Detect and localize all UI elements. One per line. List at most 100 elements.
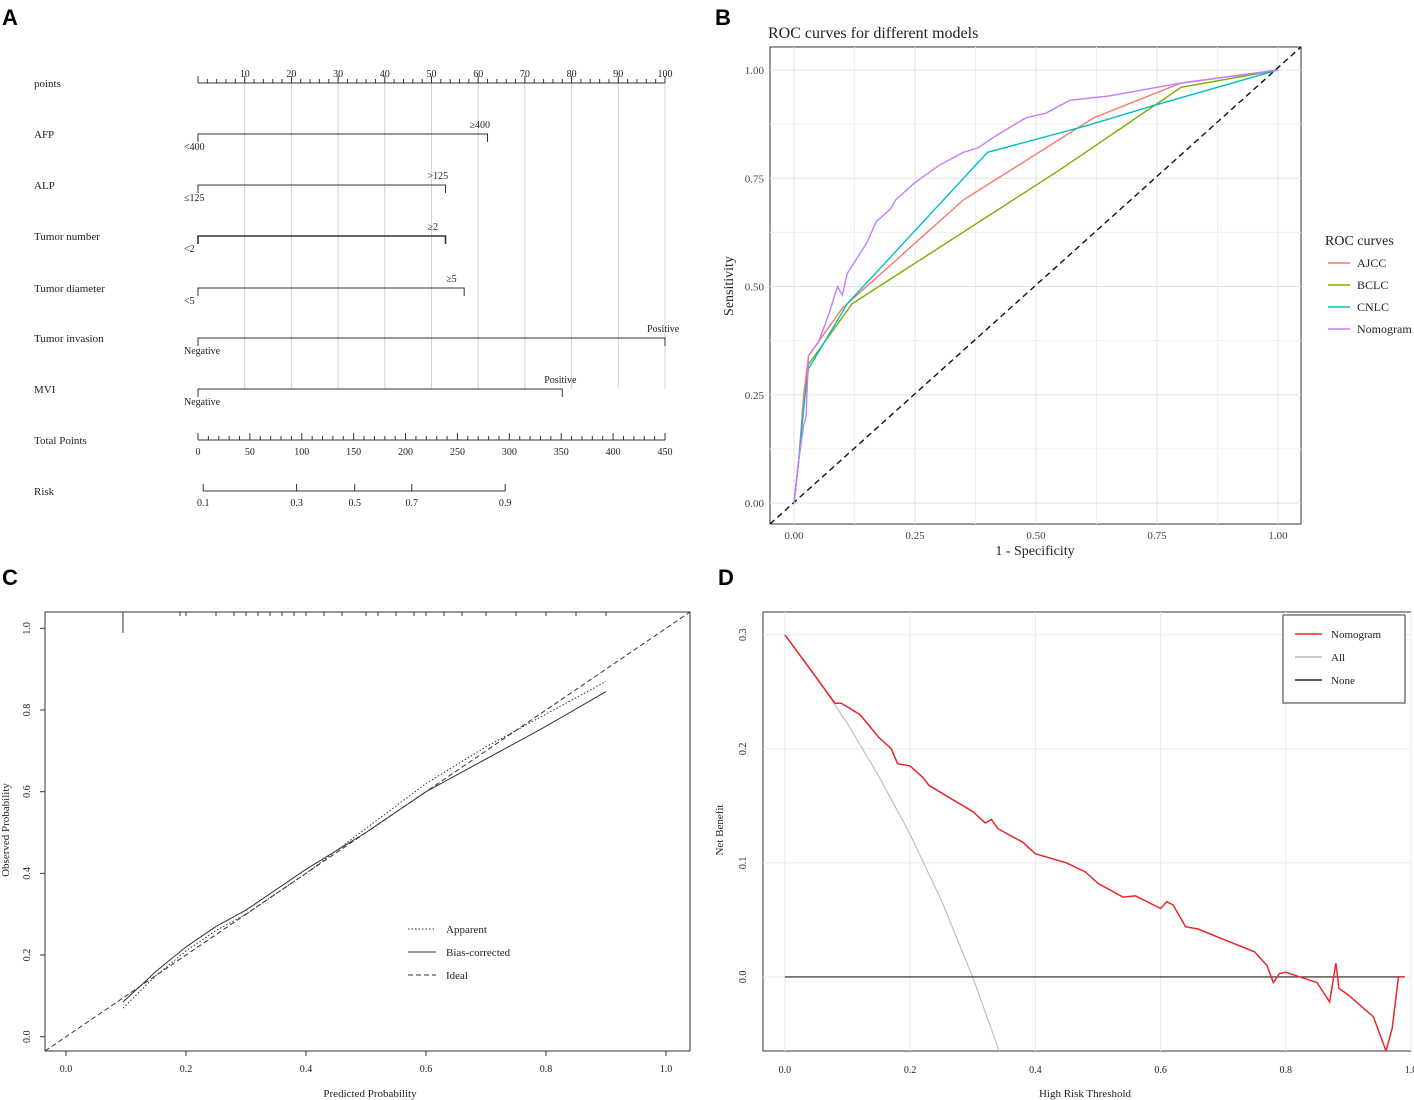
roc-legend-title: ROC curves [1325, 234, 1394, 249]
variable-bar-afp [197, 133, 489, 142]
total-points-tick-label: 450 [658, 447, 673, 458]
dca-x-axis-title: High Risk Threshold [1039, 1088, 1132, 1100]
row-label-points: points [34, 78, 61, 90]
calibration-y-tick-label: 0.2 [22, 949, 33, 962]
variable-high-tumor-diameter: ≥5 [446, 274, 457, 285]
roc-line-nomogram [793, 69, 1279, 504]
dca-y-tick-label: 0.3 [738, 629, 749, 642]
variable-low-afp: <400 [184, 142, 205, 153]
total-points-tick-label: 50 [245, 447, 255, 458]
calibration-x-tick-label: 0.4 [300, 1064, 313, 1075]
total-points-tick-label: 350 [554, 447, 569, 458]
calibration-legend-label-apparent: Apparent [446, 924, 487, 936]
points-tick-label: 20 [286, 69, 296, 80]
row-label-alp: ALP [34, 180, 55, 192]
roc-legend-label-ajcc: AJCC [1357, 256, 1386, 270]
variable-low-tumor-invasion: Negative [184, 346, 221, 357]
roc-y-tick-label: 0.75 [745, 173, 765, 185]
row-label-tumor-diameter: Tumor diameter [34, 283, 105, 295]
roc-x-tick-label: 0.75 [1147, 530, 1167, 542]
points-tick-label: 80 [567, 69, 577, 80]
points-tick-label: 10 [240, 69, 250, 80]
dca-y-tick-label: 0.2 [738, 743, 749, 756]
calibration-y-tick-label: 0.8 [22, 704, 33, 717]
panel-label-a: A [2, 5, 18, 30]
calibration-line-bias-corrected [122, 691, 607, 1003]
row-label-total-points: Total Points [34, 435, 87, 447]
points-tick-label: 40 [380, 69, 390, 80]
roc-reference-diagonal [769, 46, 1302, 525]
panel-label-d: D [718, 565, 734, 590]
roc-y-tick-label: 0.00 [745, 498, 765, 510]
roc-y-tick-label: 0.25 [745, 390, 765, 402]
calibration-x-tick-label: 0.6 [420, 1064, 433, 1075]
roc-legend-label-nomogram: Nomogram [1357, 322, 1412, 336]
roc-title: ROC curves for different models [768, 25, 978, 42]
variable-bar-mvi [197, 388, 563, 397]
dca-x-tick-label: 0.2 [904, 1065, 917, 1076]
calibration-plot-area [44, 611, 691, 1052]
nomogram-panel: points 10 20 30 40 50 60 70 80 90 100 AFP <400 ≥400 AL… [34, 69, 680, 509]
calibration-panel: 0.0 0.2 0.4 0.6 0.8 1.0 0.0 0.2 0.4 0.6 0.8 1.0 Pred… [0, 611, 691, 1100]
variable-bar-tumor-diameter [197, 287, 465, 296]
total-points-tick-label: 0 [196, 447, 201, 458]
calibration-y-tick-label: 1.0 [22, 622, 33, 635]
calibration-x-tick-label: 0.2 [180, 1064, 193, 1075]
variable-high-tumor-invasion: Positive [647, 324, 680, 335]
dca-x-tick-label: 0.0 [779, 1065, 792, 1076]
dca-legend-label-all: All [1331, 652, 1345, 664]
dca-x-tick-label: 0.8 [1280, 1065, 1293, 1076]
variable-low-mvi: Negative [184, 397, 221, 408]
variable-high-afp: ≥400 [470, 120, 491, 131]
panel-label-b: B [715, 5, 731, 30]
risk-tick-label: 0.9 [499, 498, 512, 509]
roc-x-axis-title: 1 - Specificity [995, 544, 1074, 559]
calibration-y-tick-label: 0.4 [22, 867, 33, 880]
total-points-tick-label: 100 [294, 447, 309, 458]
risk-tick-label: 0.3 [290, 498, 303, 509]
calibration-line-apparent [122, 680, 607, 1009]
row-label-tumor-invasion: Tumor invasion [34, 333, 104, 345]
variable-bar-tumor-number [197, 235, 447, 244]
total-points-tick-label: 250 [450, 447, 465, 458]
variable-high-alp: >125 [428, 171, 449, 182]
dca-y-tick-label: 0.0 [738, 971, 749, 984]
dca-y-tick-label: 0.1 [738, 857, 749, 870]
variable-high-tumor-number: ≥2 [428, 222, 439, 233]
dca-legend-label-none: None [1331, 675, 1355, 687]
roc-panel: 0.00 0.00 0.25 0.25 0.50 0.50 0.75 0.75 1.00 1.00… [722, 25, 1412, 559]
total-points-tick-label: 300 [502, 447, 517, 458]
points-tick-label: 50 [427, 69, 437, 80]
row-label-risk: Risk [34, 486, 55, 498]
row-label-tumor-number: Tumor number [34, 231, 100, 243]
calibration-x-tick-label: 0.0 [60, 1064, 73, 1075]
row-label-mvi: MVI [34, 384, 56, 396]
roc-y-axis-title: Sensitivity [722, 256, 737, 316]
calibration-y-axis-title: Observed Probability [0, 783, 12, 877]
dca-legend-label-nomogram: Nomogram [1331, 629, 1382, 641]
variable-bar-tumor-invasion [197, 337, 666, 346]
dca-x-tick-label: 0.4 [1029, 1065, 1042, 1076]
total-points-tick-label: 150 [346, 447, 361, 458]
risk-tick-label: 0.1 [197, 498, 210, 509]
dca-y-axis-title: Net Benefit [714, 804, 726, 855]
variable-high-mvi: Positive [544, 375, 577, 386]
points-tick-label: 30 [333, 69, 343, 80]
row-label-afp: AFP [34, 129, 54, 141]
panel-label-c: C [2, 565, 18, 590]
calibration-x-axis-title: Predicted Probability [323, 1088, 417, 1100]
calibration-legend-label-bias-corrected: Bias-corrected [446, 947, 511, 959]
variable-low-tumor-diameter: <5 [184, 296, 195, 307]
roc-x-tick-label: 0.25 [905, 530, 925, 542]
points-tick-label: 70 [520, 69, 530, 80]
roc-y-tick-label: 0.50 [745, 282, 765, 294]
risk-tick-label: 0.7 [406, 498, 419, 509]
calibration-y-tick-label: 0.6 [22, 785, 33, 798]
variable-low-tumor-number: <2 [184, 244, 195, 255]
points-tick-label: 60 [473, 69, 483, 80]
dca-x-tick-label: 0.6 [1154, 1065, 1167, 1076]
calibration-line-ideal [44, 611, 691, 1052]
roc-legend-label-bclc: BCLC [1357, 278, 1388, 292]
dca-line-nomogram [784, 634, 1405, 1051]
